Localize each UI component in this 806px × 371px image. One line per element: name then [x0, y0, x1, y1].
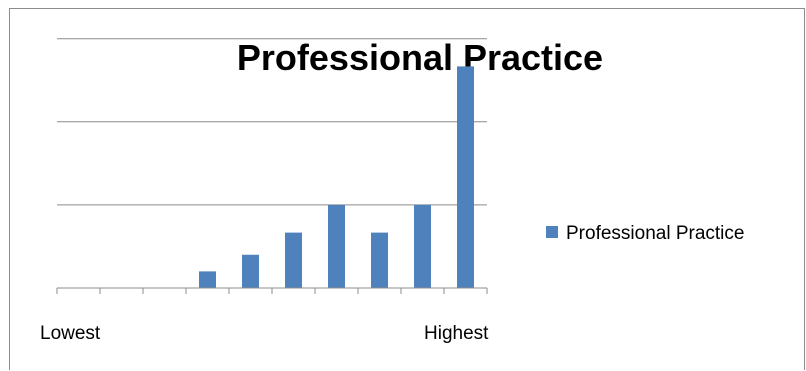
bar-4 [199, 271, 216, 288]
bar-8 [371, 232, 388, 288]
legend-label: Professional Practice [566, 223, 744, 244]
legend-swatch [546, 226, 558, 238]
bar-7 [328, 204, 345, 288]
bar-10 [457, 66, 474, 289]
x-tick-label-highest: Highest [424, 323, 489, 344]
bar-5 [242, 254, 259, 288]
chart-title: Professional Practice [237, 37, 603, 78]
bar-6 [285, 232, 302, 288]
x-tick-label-lowest: Lowest [40, 323, 101, 344]
chart-frame [9, 8, 805, 370]
bar-9 [414, 204, 431, 288]
bars [199, 66, 474, 289]
x-ticks [56, 288, 488, 294]
